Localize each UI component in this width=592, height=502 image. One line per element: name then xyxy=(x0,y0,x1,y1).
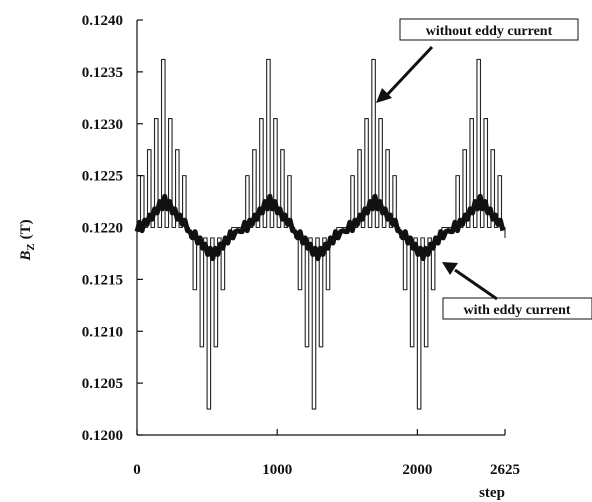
y-tick-label: 0.1205 xyxy=(82,376,123,392)
y-axis-label-unit: (T) xyxy=(18,219,34,239)
annotation-without-arrow xyxy=(384,45,434,98)
annotation-without-box xyxy=(399,18,579,41)
annotation-with-eddy: with eddy current xyxy=(442,262,592,320)
x-tick-label: 2000 xyxy=(402,462,432,478)
y-tick-label: 0.1200 xyxy=(82,428,123,444)
annotation-with-arrow xyxy=(454,268,498,301)
x-tick-label: 2625 xyxy=(490,462,520,478)
series-line-with-eddy-current xyxy=(134,193,506,262)
y-tick-label: 0.1220 xyxy=(82,221,123,237)
annotation-with-arrowhead xyxy=(442,262,458,275)
x-axis-label: step xyxy=(479,485,505,501)
y-tick-label: 0.1210 xyxy=(82,324,123,340)
annotation-with-box xyxy=(442,297,592,320)
series-line-without-eddy-current xyxy=(137,58,506,410)
annotation-without-text: without eddy current xyxy=(426,24,553,39)
y-axis-label-sub: Z xyxy=(25,243,37,250)
x-tick-label: 0 xyxy=(133,462,141,478)
annotation-without-arrowhead xyxy=(376,88,392,103)
x-tick-label: 1000 xyxy=(262,462,292,478)
y-tick-label: 0.1235 xyxy=(82,65,123,81)
plot-series-group xyxy=(134,58,506,410)
annotation-without-eddy: without eddy current xyxy=(376,18,579,103)
y-tick-label: 0.1240 xyxy=(82,13,123,29)
y-axis-label: BZ (T) xyxy=(18,219,37,261)
y-tick-label: 0.1230 xyxy=(82,117,123,133)
y-tick-label: 0.1215 xyxy=(82,272,123,288)
y-tick-label: 0.1225 xyxy=(82,169,123,185)
y-axis-label-main: B xyxy=(18,251,34,262)
ticks-group: 0.1200 0.1205 0.1210 0.1215 0.1220 0.1225 0.12… xyxy=(82,13,520,478)
annotation-with-text: with eddy current xyxy=(463,303,570,318)
